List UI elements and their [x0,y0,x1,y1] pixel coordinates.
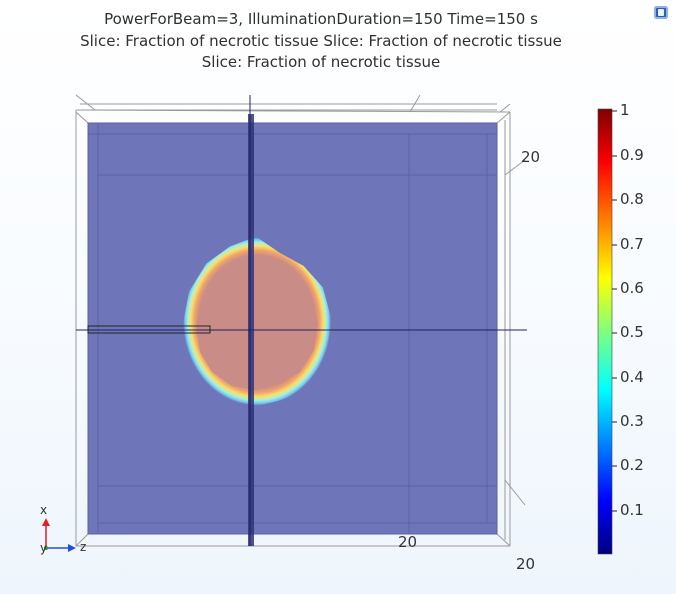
colorbar [597,108,613,555]
colorbar-tick-label: 0.5 [620,323,644,341]
triad-y-label: y [40,541,48,555]
plot-title-line-3: Slice: Fraction of necrotic tissue [201,53,441,71]
colorbar-tick-label: 0.6 [620,279,644,297]
axis-label-bottom-right: 20 [516,555,536,573]
axis-triad [42,518,76,552]
bounding-box [75,94,526,547]
colorbar-tick-label: 0.9 [620,146,644,164]
triad-x-label: x [40,503,48,517]
colorbar-tick-label: 0.8 [620,190,644,208]
colorbar-tick-label: 0.1 [620,501,644,519]
slice-grid [88,123,497,534]
plot-title-line-2: Slice: Fraction of necrotic tissue Slice… [80,32,562,50]
colorbar-tick-label: 1 [620,101,630,119]
axis-label-right-top: 20 [521,148,541,166]
colorbar-tick-label: 0.4 [620,368,644,386]
window-menu-icon[interactable] [654,6,668,19]
colorbar-tick-label: 0.2 [620,456,644,474]
necrotic-region [182,236,332,407]
colorbar-tick-label: 0.7 [620,235,644,253]
colorbar-ticks [612,110,617,512]
plot-title-line-1: PowerForBeam=3, IlluminationDuration=150… [104,10,538,28]
probe [87,325,211,334]
axis-label-bottom-mid: 20 [398,533,418,551]
colorbar-tick-label: 0.3 [620,412,644,430]
triad-z-label: z [80,540,87,554]
